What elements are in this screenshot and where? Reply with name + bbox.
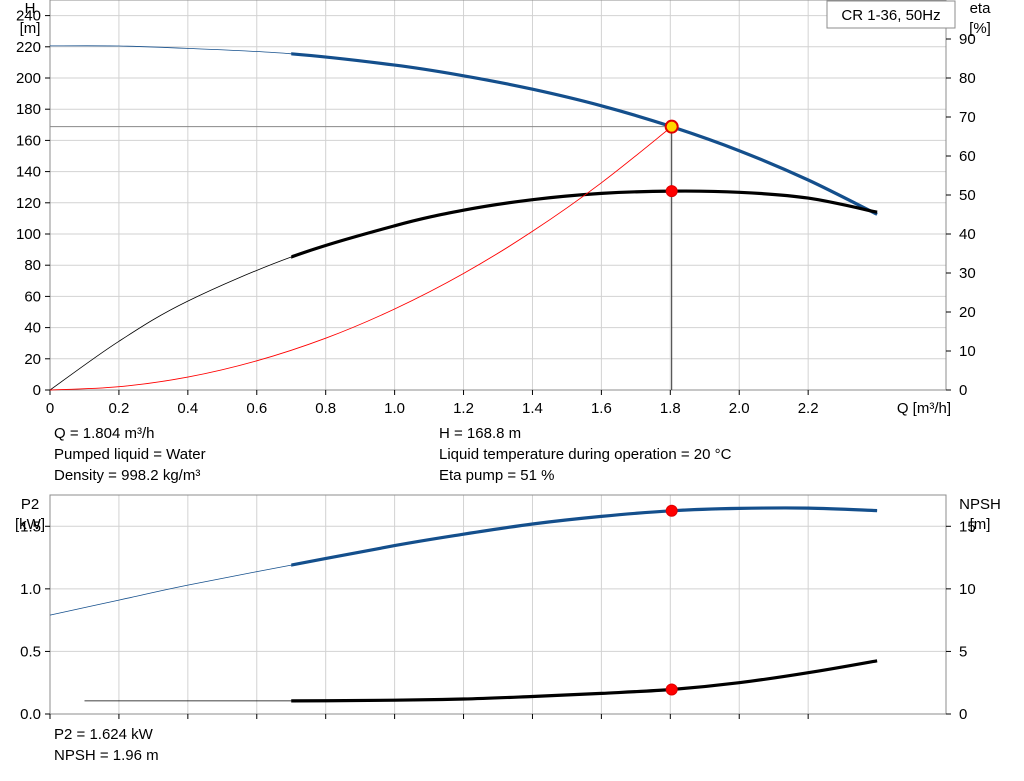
left-axis-title: P2: [21, 496, 39, 513]
right-axis-tick-label: 40: [959, 226, 976, 243]
right-axis-tick-label: 0: [959, 706, 967, 723]
power-readout: P2 = 1.624 kW: [54, 726, 153, 743]
flow-readout: Q = 1.804 m³/h: [54, 425, 155, 442]
system-curve-curve-line: [49, 126, 672, 391]
chart-title: CR 1-36, 50Hz: [841, 7, 940, 24]
x-axis-tick-label: 0.4: [177, 400, 198, 417]
head-efficiency-chart: 0 20 40 60 80 100 120 140 160 180 200 220 240 0 10 20 30…: [16, 0, 991, 417]
head-readout: H = 168.8 m: [439, 425, 522, 442]
left-axis-tick-label: 160: [16, 132, 41, 149]
x-axis-tick-label: 2.0: [729, 400, 750, 417]
x-axis-tick-label: 0.2: [108, 400, 129, 417]
right-axis-tick-label: 20: [959, 304, 976, 321]
right-axis-tick-label: 10: [959, 581, 976, 598]
x-axis-tick-label: 1.4: [522, 400, 543, 417]
npsh-point-marker: [665, 683, 678, 696]
efficiency-point-marker: [665, 185, 678, 198]
right-axis-tick-label: 15: [959, 518, 976, 535]
left-axis-tick-label: 120: [16, 195, 41, 212]
right-axis-tick-label: 80: [959, 70, 976, 87]
right-axis-title: [m]: [970, 516, 991, 533]
right-axis-tick-label: 90: [959, 31, 976, 48]
left-axis-tick-label: 240: [16, 8, 41, 25]
efficiency-readout: Eta pump = 51 %: [439, 467, 555, 484]
x-axis-title: Q [m³/h]: [897, 400, 951, 417]
left-axis-tick-label: 0: [33, 382, 41, 399]
power-point-marker: [665, 504, 678, 517]
left-axis-tick-label: 220: [16, 39, 41, 56]
right-axis-tick-label: 10: [959, 343, 976, 360]
right-axis-tick-label: 50: [959, 187, 976, 204]
left-axis-tick-label: 180: [16, 101, 41, 118]
right-axis-tick-label: 60: [959, 148, 976, 165]
x-axis-tick-label: 0: [46, 400, 54, 417]
left-axis-title: [m]: [20, 20, 41, 37]
npsh-curve-thick-line: [291, 659, 878, 703]
right-axis-title: [%]: [969, 20, 991, 37]
temperature-readout: Liquid temperature during operation = 20…: [439, 446, 732, 463]
left-axis-title: H: [25, 0, 36, 17]
left-axis-tick-label: 0.0: [20, 706, 41, 723]
left-axis-tick-label: 80: [24, 257, 41, 274]
left-axis-tick-label: 200: [16, 70, 41, 87]
plot-frame: [49, 0, 947, 391]
left-axis-tick-label: 1.5: [20, 518, 41, 535]
x-axis-tick-label: 1.2: [453, 400, 474, 417]
left-axis-tick-label: 100: [16, 226, 41, 243]
left-axis-tick-label: 0.5: [20, 643, 41, 660]
x-axis-tick-label: 1.0: [384, 400, 405, 417]
chart-title-box: [826, 0, 956, 29]
head-curve-thick-line: [291, 52, 878, 216]
left-axis-tick-label: 20: [24, 351, 41, 368]
x-axis-tick-label: 1.6: [591, 400, 612, 417]
duty-point-marker: [664, 119, 679, 134]
x-axis-tick-label: 1.8: [660, 400, 681, 417]
left-axis-tick-label: 1.0: [20, 581, 41, 598]
right-axis-title: NPSH: [959, 496, 1001, 513]
liquid-readout: Pumped liquid = Water: [54, 446, 206, 463]
npsh-readout: NPSH = 1.96 m: [54, 747, 159, 764]
right-axis-tick-label: 30: [959, 265, 976, 282]
x-axis-tick-label: 0.8: [315, 400, 336, 417]
plot-frame: [49, 494, 947, 715]
x-axis-tick-label: 2.2: [798, 400, 819, 417]
left-axis-tick-label: 40: [24, 320, 41, 337]
right-axis-title: eta: [970, 0, 992, 17]
left-axis-title: [kW]: [15, 516, 45, 533]
right-axis-tick-label: 5: [959, 643, 967, 660]
x-axis-tick-label: 0.6: [246, 400, 267, 417]
left-axis-tick-label: 140: [16, 164, 41, 181]
right-axis-tick-label: 70: [959, 109, 976, 126]
density-readout: Density = 998.2 kg/m³: [54, 467, 201, 484]
left-axis-tick-label: 60: [24, 288, 41, 305]
power-npsh-chart: 0.0 0.5 1.0 1.5 0 5 10 15 P2 [kW] NPSH [m]: [15, 494, 1001, 723]
power-curve-thick-line: [291, 506, 878, 567]
efficiency-curve-thick-line: [291, 189, 878, 259]
right-axis-tick-label: 0: [959, 382, 967, 399]
